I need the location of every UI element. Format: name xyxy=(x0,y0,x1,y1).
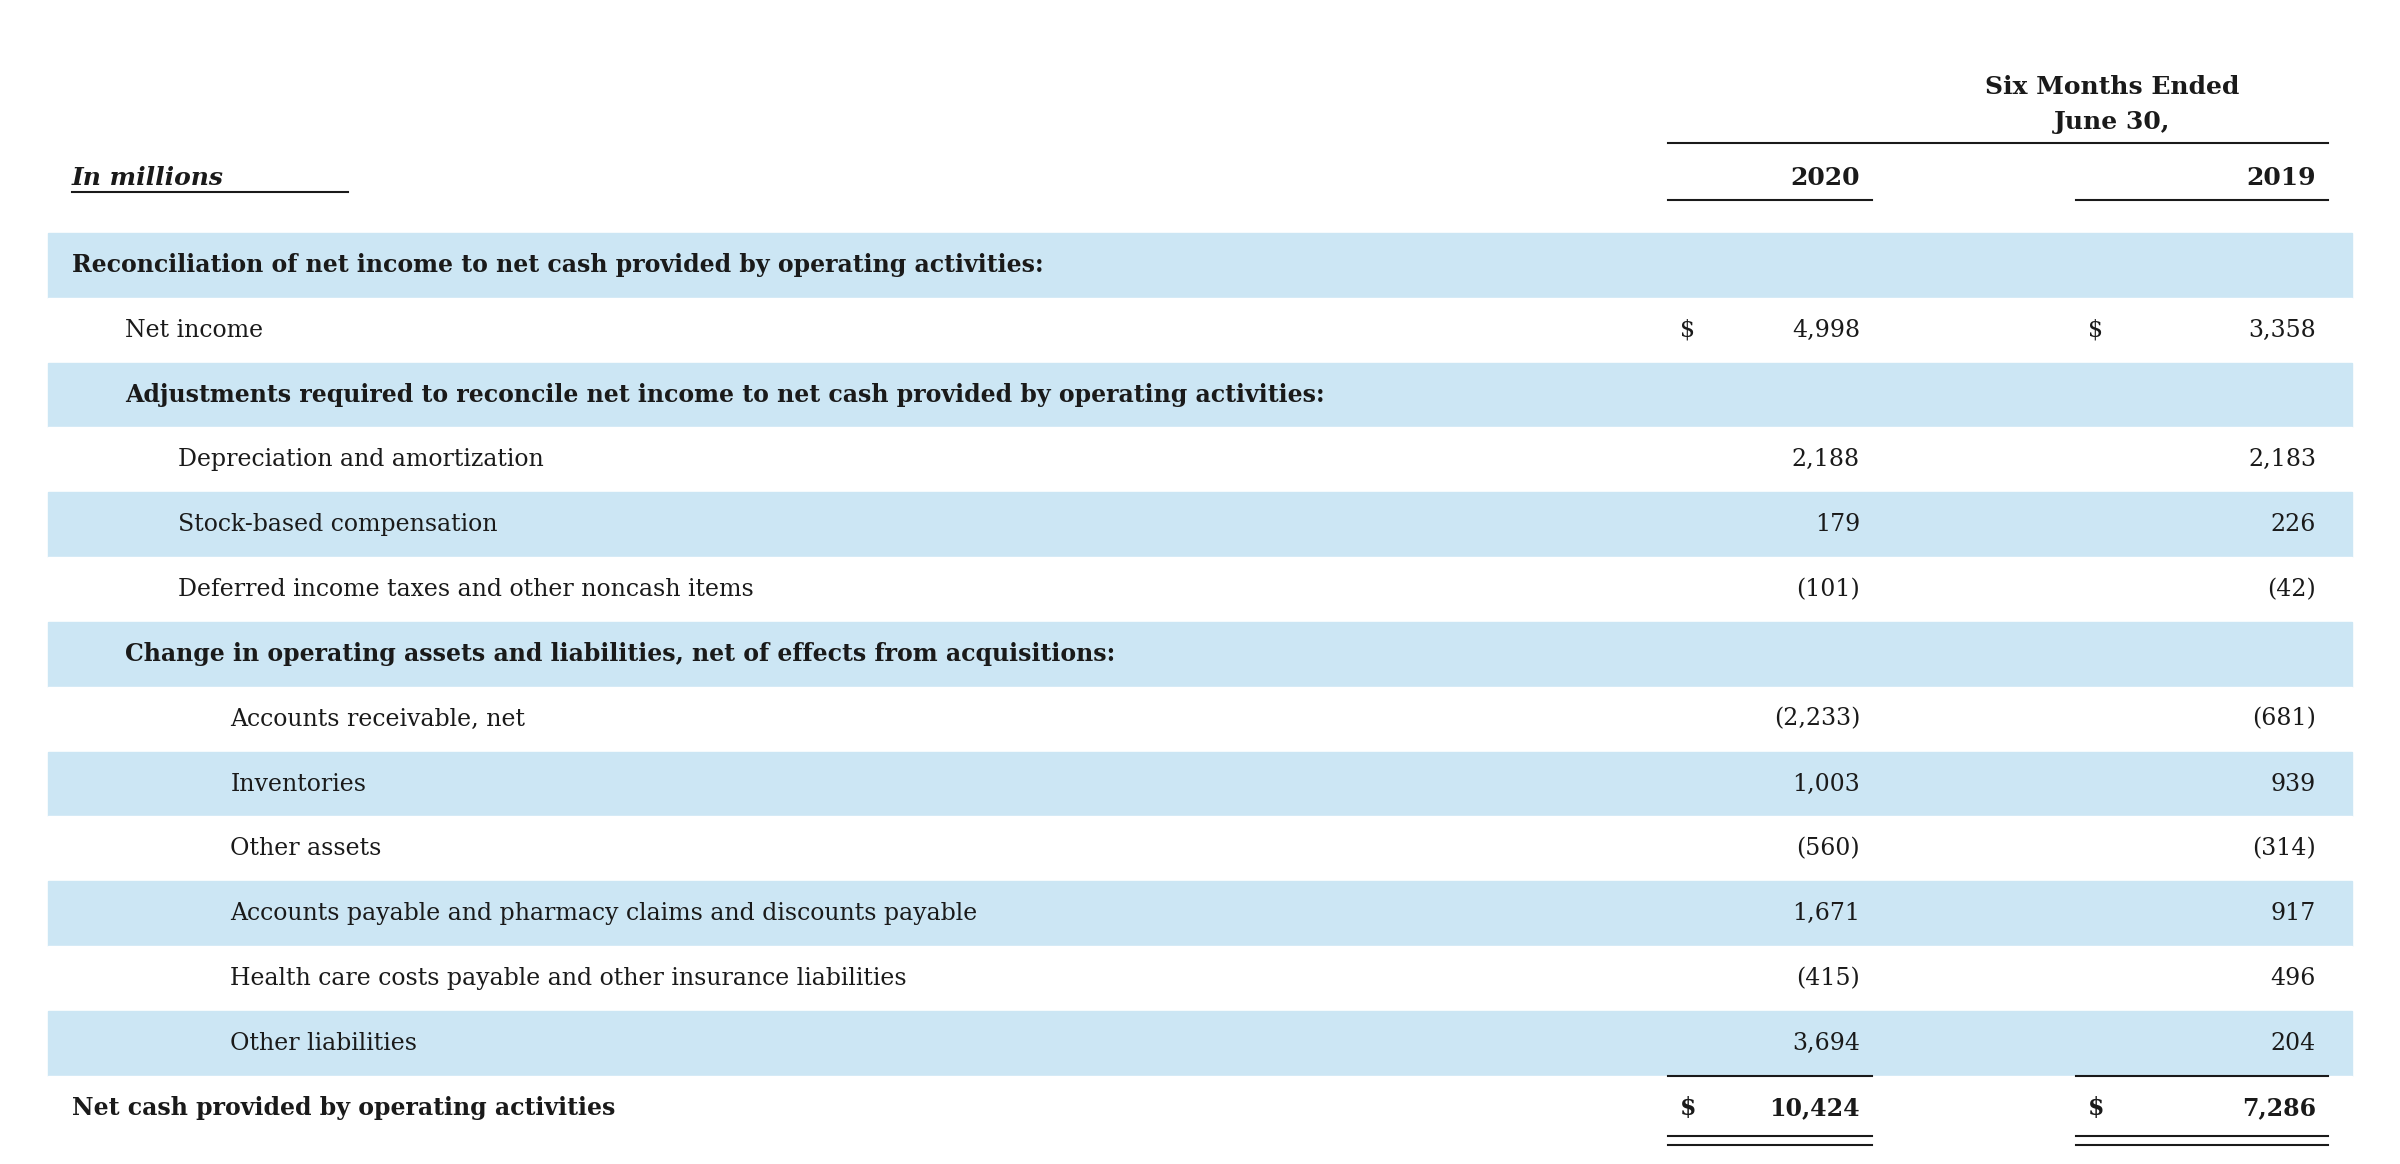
Text: $: $ xyxy=(2088,319,2102,341)
Text: Change in operating assets and liabilities, net of effects from acquisitions:: Change in operating assets and liabiliti… xyxy=(125,643,1116,666)
Text: 496: 496 xyxy=(2270,967,2316,991)
Bar xyxy=(48,752,2352,816)
Text: (681): (681) xyxy=(2251,708,2316,731)
Text: Reconciliation of net income to net cash provided by operating activities:: Reconciliation of net income to net cash… xyxy=(72,254,1044,277)
Bar xyxy=(48,0,2352,233)
Bar xyxy=(48,1076,2352,1141)
Text: Stock-based compensation: Stock-based compensation xyxy=(178,513,497,537)
Text: 939: 939 xyxy=(2270,773,2316,795)
Text: 179: 179 xyxy=(1814,513,1860,537)
Bar xyxy=(48,558,2352,622)
Text: (42): (42) xyxy=(2268,579,2316,601)
Bar xyxy=(48,687,2352,752)
Text: Net income: Net income xyxy=(125,319,264,341)
Text: $: $ xyxy=(1680,319,1694,341)
Text: 2019: 2019 xyxy=(2246,166,2316,190)
Text: 3,358: 3,358 xyxy=(2249,319,2316,341)
Text: (560): (560) xyxy=(1795,837,1860,860)
Bar xyxy=(48,816,2352,881)
Text: $: $ xyxy=(2088,1096,2105,1120)
Text: 1,671: 1,671 xyxy=(1793,902,1860,925)
Bar xyxy=(48,1012,2352,1076)
Text: (415): (415) xyxy=(1795,967,1860,991)
Text: Depreciation and amortization: Depreciation and amortization xyxy=(178,448,542,471)
Text: 10,424: 10,424 xyxy=(1769,1096,1860,1120)
Text: (2,233): (2,233) xyxy=(1774,708,1860,731)
Bar xyxy=(48,492,2352,558)
Text: (101): (101) xyxy=(1795,579,1860,601)
Text: 2020: 2020 xyxy=(1790,166,1860,190)
Text: Six Months Ended: Six Months Ended xyxy=(1985,76,2239,99)
Text: $: $ xyxy=(1680,1096,1697,1120)
Text: Other assets: Other assets xyxy=(230,837,382,860)
Bar xyxy=(48,881,2352,946)
Bar xyxy=(48,362,2352,427)
Text: Accounts payable and pharmacy claims and discounts payable: Accounts payable and pharmacy claims and… xyxy=(230,902,977,925)
Text: 2,183: 2,183 xyxy=(2249,448,2316,471)
Bar xyxy=(48,622,2352,687)
Text: Accounts receivable, net: Accounts receivable, net xyxy=(230,708,526,731)
Text: Net cash provided by operating activities: Net cash provided by operating activitie… xyxy=(72,1096,614,1120)
Text: June 30,: June 30, xyxy=(2054,111,2170,134)
Text: Health care costs payable and other insurance liabilities: Health care costs payable and other insu… xyxy=(230,967,907,991)
Text: 917: 917 xyxy=(2270,902,2316,925)
Text: Inventories: Inventories xyxy=(230,773,367,795)
Text: 226: 226 xyxy=(2270,513,2316,537)
Text: In millions: In millions xyxy=(72,166,223,190)
Text: 2,188: 2,188 xyxy=(1793,448,1860,471)
Text: Other liabilities: Other liabilities xyxy=(230,1032,418,1055)
Text: 3,694: 3,694 xyxy=(1793,1032,1860,1055)
Bar xyxy=(48,427,2352,492)
Bar xyxy=(48,946,2352,1012)
Text: (314): (314) xyxy=(2251,837,2316,860)
Text: 7,286: 7,286 xyxy=(2242,1096,2316,1120)
Text: Adjustments required to reconcile net income to net cash provided by operating a: Adjustments required to reconcile net in… xyxy=(125,383,1325,407)
Bar xyxy=(48,298,2352,362)
Text: Deferred income taxes and other noncash items: Deferred income taxes and other noncash … xyxy=(178,579,754,601)
Text: 1,003: 1,003 xyxy=(1793,773,1860,795)
Text: 4,998: 4,998 xyxy=(1793,319,1860,341)
Bar xyxy=(48,233,2352,298)
Text: 204: 204 xyxy=(2270,1032,2316,1055)
